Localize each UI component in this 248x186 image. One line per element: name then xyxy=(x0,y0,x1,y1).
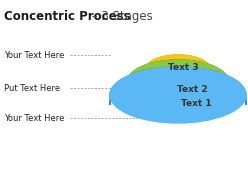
Text: Put Text Here: Put Text Here xyxy=(4,84,60,92)
Text: Concentric Process: Concentric Process xyxy=(4,10,131,23)
Text: Your Text Here: Your Text Here xyxy=(4,51,64,60)
Ellipse shape xyxy=(146,55,210,83)
Text: Text 2: Text 2 xyxy=(177,84,207,94)
Polygon shape xyxy=(110,67,246,105)
Text: Your Text Here: Your Text Here xyxy=(4,113,64,123)
Polygon shape xyxy=(128,60,228,91)
Text: – 3 Stages: – 3 Stages xyxy=(88,10,153,23)
Text: Text 3: Text 3 xyxy=(168,62,198,71)
Polygon shape xyxy=(146,55,210,78)
Ellipse shape xyxy=(128,60,228,102)
Text: Text 1: Text 1 xyxy=(181,99,211,108)
Ellipse shape xyxy=(110,67,246,123)
